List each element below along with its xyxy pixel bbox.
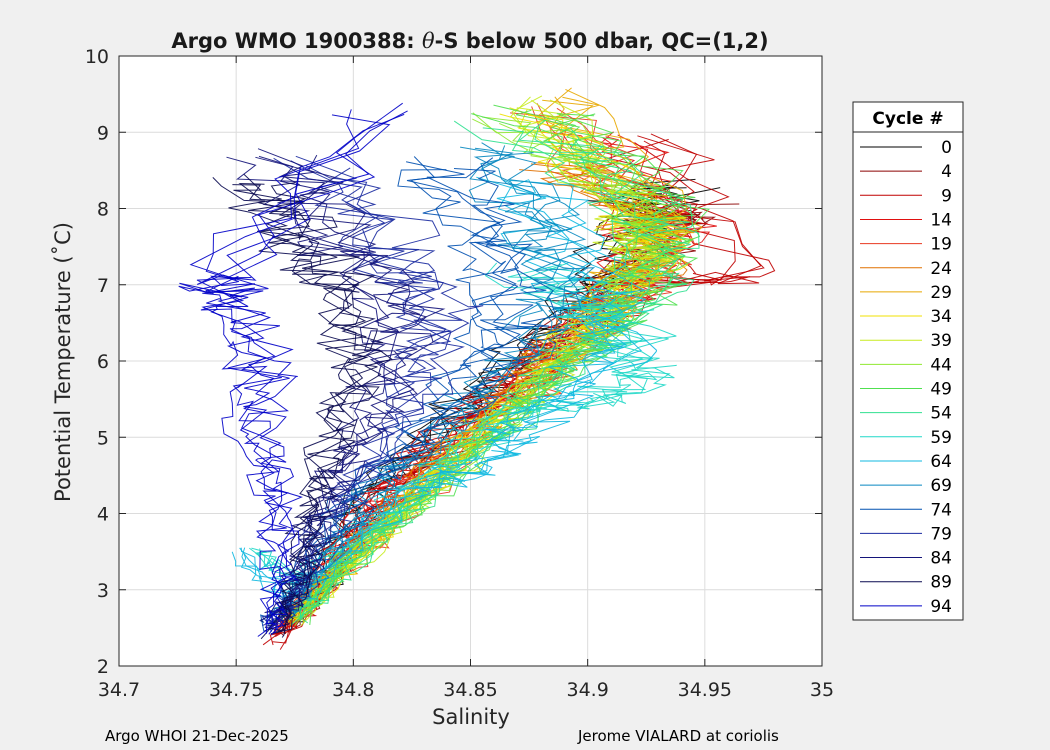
legend-entry: 49 (860, 380, 952, 400)
y-tick-label: 6 (97, 351, 109, 373)
legend-entry: 39 (860, 331, 952, 351)
legend-title: Cycle # (872, 109, 943, 129)
legend: Cycle # 04914192429343944495459646974798… (852, 101, 964, 621)
series-line (239, 179, 647, 600)
chart-title: Argo WMO 1900388: θ-S below 500 dbar, QC… (171, 29, 768, 53)
y-tick-label: 7 (97, 275, 109, 297)
x-axis-label: Salinity (432, 705, 510, 729)
series-54 (290, 119, 700, 626)
x-tick-label: 34.75 (209, 679, 263, 701)
legend-label: 49 (930, 380, 952, 400)
legend-label: 69 (930, 476, 952, 496)
series-line (261, 157, 452, 623)
x-tick-label: 34.8 (332, 679, 374, 701)
legend-label: 4 (941, 162, 952, 182)
legend-entry: 4 (860, 162, 952, 182)
y-tick-label: 2 (97, 656, 109, 678)
legend-label: 59 (930, 428, 952, 448)
legend-label: 29 (930, 283, 952, 303)
series-94 (178, 102, 408, 637)
legend-label: 94 (930, 597, 952, 617)
title-prefix: Argo WMO 1900388: (171, 29, 422, 53)
series-line (212, 177, 369, 640)
legend-label: 0 (941, 138, 952, 158)
legend-entry: 29 (860, 283, 952, 303)
legend-label: 24 (930, 259, 952, 279)
legend-entry: 84 (860, 549, 952, 569)
series-line (268, 154, 415, 625)
legend-entry: 89 (860, 573, 952, 593)
legend-entry: 19 (860, 235, 952, 255)
series-line (300, 99, 690, 626)
x-tick-label: 34.9 (567, 679, 609, 701)
y-axis-label: Potential Temperature (˚C) (51, 222, 75, 502)
series-line (233, 173, 384, 631)
ticks (118, 55, 823, 667)
legend-label: 19 (930, 235, 952, 255)
legend-label: 89 (930, 573, 952, 593)
series-line (269, 182, 393, 635)
series-line (282, 99, 703, 621)
footer-left: Argo WHOI 21-Dec-2025 (105, 727, 289, 745)
legend-label: 54 (930, 404, 952, 424)
series-line (289, 107, 667, 621)
series-line (281, 152, 590, 622)
y-tick-label: 10 (85, 46, 109, 68)
legend-entry: 24 (860, 259, 952, 279)
legend-entry: 44 (860, 355, 952, 375)
legend-label: 84 (930, 549, 952, 569)
legend-entry: 74 (860, 500, 952, 520)
legend-entry: 9 (860, 186, 952, 206)
series-line (226, 156, 407, 623)
legend-label: 74 (930, 500, 952, 520)
legend-label: 64 (930, 452, 952, 472)
legend-label: 44 (930, 355, 952, 375)
legend-label: 9 (941, 186, 952, 206)
x-tick-labels: 34.7 34.75 34.8 34.85 34.9 34.95 35 (98, 679, 834, 701)
legend-entry: 94 (860, 597, 952, 617)
legend-label: 79 (930, 524, 952, 544)
y-tick-labels: 2 3 4 5 6 7 8 9 10 (85, 46, 109, 678)
legend-label: 34 (930, 307, 952, 327)
series-line (241, 179, 658, 602)
title-suffix: -S below 500 dbar, QC=(1,2) (435, 29, 769, 53)
legend-entry: 34 (860, 307, 952, 327)
series-line (179, 114, 391, 634)
y-tick-label: 4 (97, 504, 109, 526)
series-line (299, 119, 691, 621)
series-line (279, 147, 596, 619)
x-tick-label: 34.7 (98, 679, 140, 701)
series-line (292, 120, 635, 615)
y-tick-label: 5 (97, 427, 109, 449)
y-tick-label: 9 (97, 122, 109, 144)
legend-entry: 69 (860, 476, 952, 496)
series-line (281, 167, 484, 624)
legend-entry: 59 (860, 428, 952, 448)
title-theta: θ (422, 29, 435, 53)
legend-entry: 0 (860, 138, 952, 158)
series-group (178, 87, 776, 650)
legend-entry: 79 (860, 524, 952, 544)
series-89 (212, 173, 393, 640)
x-tick-label: 34.95 (678, 679, 732, 701)
legend-entry: 54 (860, 404, 952, 424)
x-tick-label: 34.85 (443, 679, 497, 701)
y-tick-label: 8 (97, 199, 109, 221)
series-line (178, 109, 360, 637)
y-tick-label: 3 (97, 580, 109, 602)
legend-label: 14 (930, 210, 952, 230)
series-line (232, 184, 384, 632)
series-line (238, 182, 380, 638)
x-tick-label: 35 (810, 679, 834, 701)
footer-right: Jerome VIALARD at coriolis (577, 727, 779, 745)
legend-entry: 64 (860, 452, 952, 472)
legend-label: 39 (930, 331, 952, 351)
series-line (258, 155, 446, 629)
series-line (210, 110, 408, 634)
legend-entry: 14 (860, 210, 952, 230)
